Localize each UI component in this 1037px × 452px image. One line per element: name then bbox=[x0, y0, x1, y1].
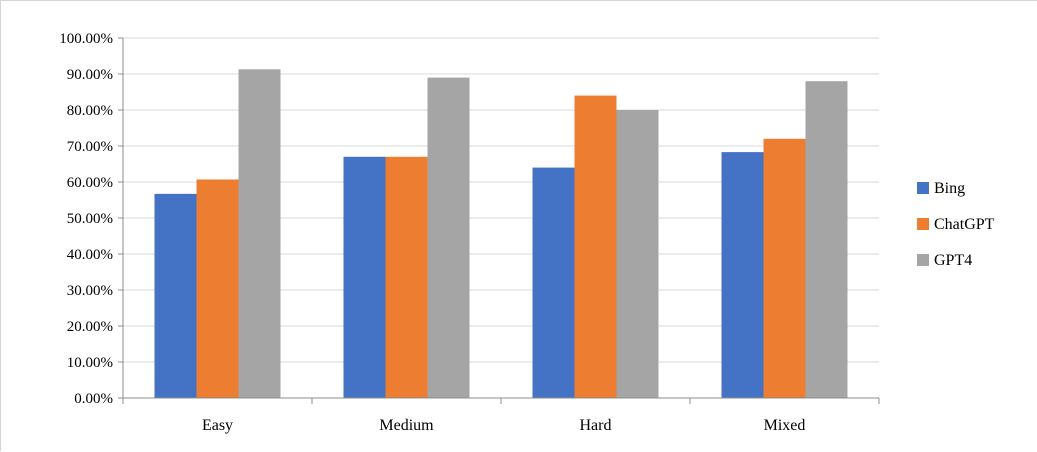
bar-gpt4-medium bbox=[427, 77, 470, 398]
x-category-label: Hard bbox=[580, 417, 612, 434]
legend-label-gpt4: GPT4 bbox=[934, 252, 972, 269]
y-tick-label: 20.00% bbox=[67, 319, 113, 335]
y-tick-label: 0.00% bbox=[74, 391, 113, 407]
x-category-label: Easy bbox=[202, 417, 233, 434]
y-tick-label: 10.00% bbox=[67, 355, 113, 371]
y-tick-label: 40.00% bbox=[67, 247, 113, 263]
y-tick-label: 60.00% bbox=[67, 175, 113, 191]
x-category-labels: Easy Medium Hard Mixed bbox=[202, 417, 805, 434]
x-category-label: Medium bbox=[379, 417, 434, 434]
bar-bing-hard bbox=[532, 167, 575, 398]
axes bbox=[118, 37, 880, 404]
y-tick-label: 90.00% bbox=[67, 67, 113, 83]
legend-label-chatgpt: ChatGPT bbox=[934, 216, 995, 233]
bars bbox=[154, 69, 848, 399]
y-tick-labels: 0.00% 10.00% 20.00% 30.00% 40.00% 50.00% 60.00… bbox=[59, 31, 113, 407]
x-category-label: Mixed bbox=[764, 417, 806, 434]
bar-bing-mixed bbox=[721, 152, 764, 398]
legend-label-bing: Bing bbox=[934, 180, 965, 197]
bar-chatgpt-hard bbox=[574, 95, 617, 398]
y-tick-label: 30.00% bbox=[67, 283, 113, 299]
bar-gpt4-mixed bbox=[805, 81, 848, 398]
y-tick-label: 80.00% bbox=[67, 103, 113, 119]
legend-swatch-bing bbox=[917, 182, 929, 194]
bar-gpt4-easy bbox=[238, 69, 281, 398]
legend-swatch-chatgpt bbox=[917, 218, 929, 230]
y-tick-label: 70.00% bbox=[67, 139, 113, 155]
y-tick-label: 100.00% bbox=[59, 31, 113, 47]
bar-bing-medium bbox=[343, 156, 386, 398]
bar-gpt4-hard bbox=[616, 110, 659, 398]
bar-chatgpt-mixed bbox=[763, 138, 806, 399]
bar-chatgpt-easy bbox=[196, 179, 239, 398]
legend-swatch-gpt4 bbox=[917, 254, 929, 266]
bar-chatgpt-medium bbox=[385, 156, 428, 398]
bar-bing-easy bbox=[154, 193, 197, 398]
legend: Bing ChatGPT GPT4 bbox=[917, 180, 995, 269]
y-tick-label: 50.00% bbox=[67, 211, 113, 227]
